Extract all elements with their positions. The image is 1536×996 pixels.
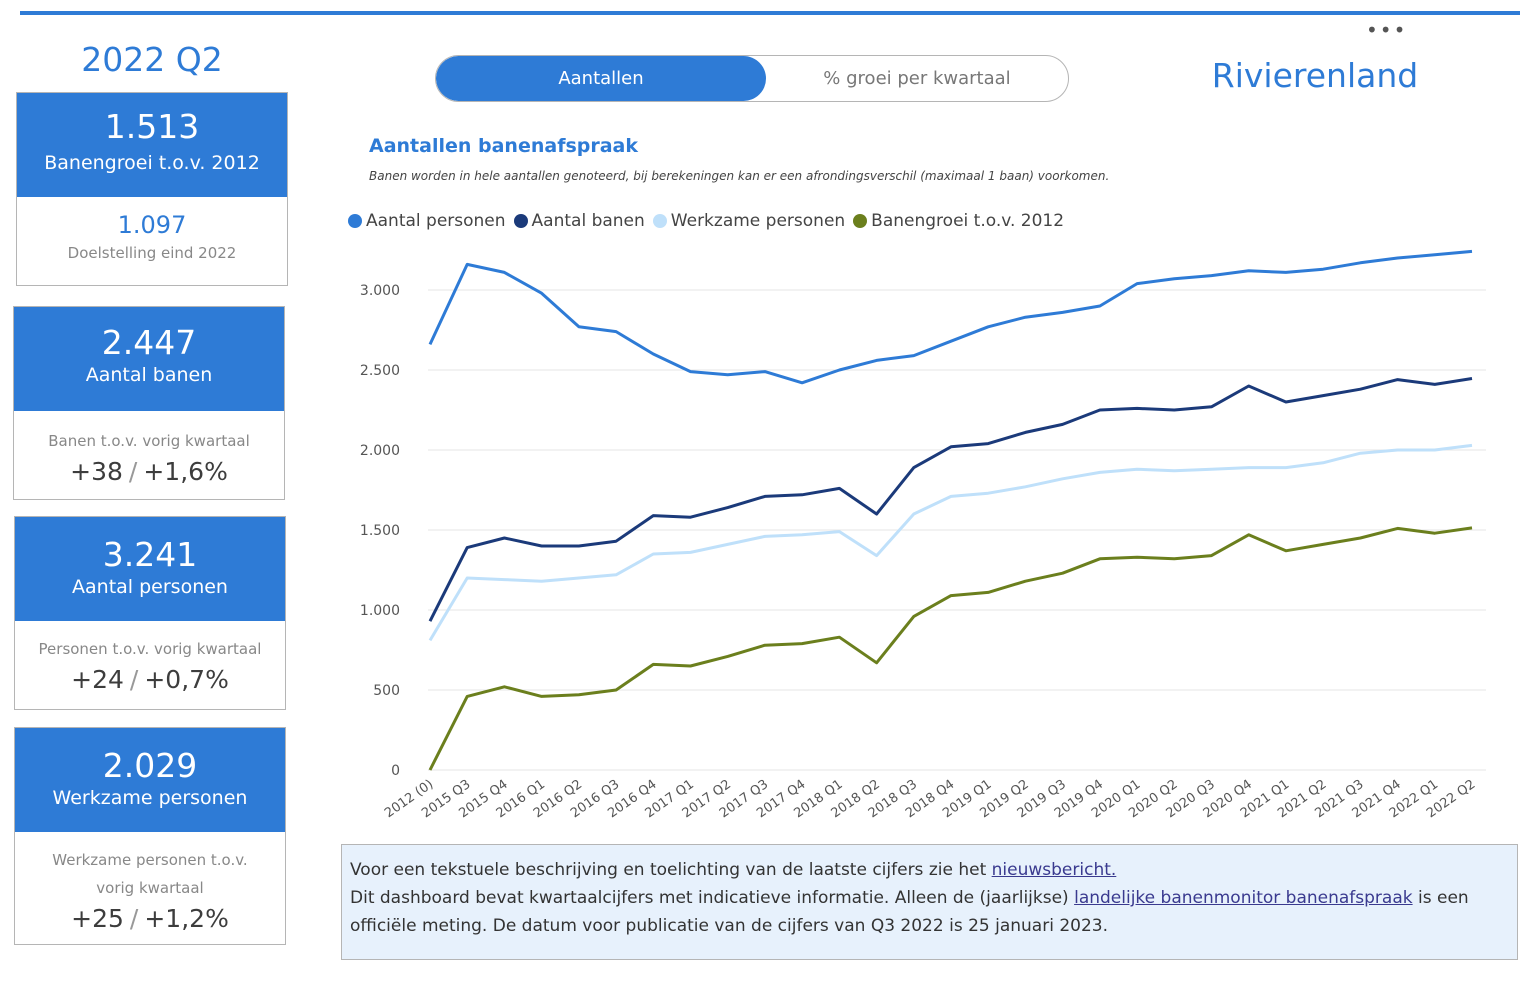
kpi-header: 3.241 Aantal personen (15, 517, 285, 621)
series-line-0[interactable] (428, 249, 1473, 385)
legend-item-werkzame-personen[interactable]: Werkzame personen (652, 211, 846, 231)
legend-item-aantal-banen[interactable]: Aantal banen (513, 211, 645, 231)
kpi-label: Aantal banen (85, 364, 213, 386)
delta-values: +38/+1,6% (14, 457, 284, 486)
series-line-1[interactable] (428, 377, 1473, 622)
legend-label: Aantal banen (531, 211, 645, 231)
delta-absolute: +24 (71, 665, 124, 694)
legend-dot (853, 214, 868, 228)
kpi-value: 1.513 (104, 107, 200, 146)
period-title: 2022 Q2 (81, 40, 223, 79)
delta-values: +25/+1,2% (35, 904, 265, 933)
legend-dot (348, 214, 362, 228)
toggle-aantallen[interactable]: Aantallen (436, 56, 766, 101)
delta-separator: / (129, 665, 139, 694)
info-text: Dit dashboard bevat kwartaalcijfers met … (350, 888, 1075, 908)
legend-dot (513, 214, 528, 228)
kpi-label: Aantal personen (72, 576, 228, 598)
delta-separator: / (129, 904, 139, 933)
series-line-2[interactable] (428, 443, 1473, 642)
kpi-card-werkzame-personen: 2.029 Werkzame personen Werkzame persone… (14, 727, 286, 945)
kpi-value: 2.447 (101, 323, 197, 362)
delta-separator: / (128, 457, 138, 486)
target-value: 1.097 (117, 211, 187, 239)
info-text: is een officiële meting. De datum voor p… (350, 888, 1469, 936)
y-tick-label: 2.500 (360, 363, 400, 379)
delta-percent: +1,2% (144, 904, 229, 933)
legend-dot (652, 214, 667, 228)
kpi-value: 3.241 (102, 535, 198, 574)
legend-label: Banengroei t.o.v. 2012 (871, 211, 1065, 231)
info-text: Voor een tekstuele beschrijving en toeli… (350, 860, 992, 880)
kpi-card-aantal-banen: 2.447 Aantal banen Banen t.o.v. vorig kw… (13, 306, 285, 500)
series-line-3[interactable] (428, 526, 1473, 771)
legend-label: Aantal personen (366, 211, 506, 231)
info-line-2: Dit dashboard bevat kwartaalcijfers met … (350, 884, 1509, 940)
target-label: Doelstelling eind 2022 (67, 244, 237, 262)
more-options-icon[interactable]: ••• (1366, 18, 1408, 42)
delta-absolute: +25 (71, 904, 124, 933)
y-tick-label: 1.000 (360, 603, 400, 619)
delta-label: Banen t.o.v. vorig kwartaal (48, 432, 250, 450)
delta-label: Werkzame personen t.o.v. vorig kwartaal (52, 851, 248, 897)
y-tick-label: 500 (373, 683, 400, 699)
y-tick-label: 1.500 (360, 523, 400, 539)
kpi-delta-block: Personen t.o.v. vorig kwartaal +24/+0,7% (15, 621, 285, 694)
delta-percent: +0,7% (144, 665, 229, 694)
legend-item-banengroei[interactable]: Banengroei t.o.v. 2012 (853, 211, 1064, 231)
delta-percent: +1,6% (143, 457, 228, 486)
kpi-target: 1.097 Doelstelling eind 2022 (17, 197, 287, 267)
kpi-card-aantal-personen: 3.241 Aantal personen Personen t.o.v. vo… (14, 516, 286, 710)
kpi-delta-block: Banen t.o.v. vorig kwartaal +38/+1,6% (14, 411, 284, 486)
kpi-label: Werkzame personen (52, 787, 248, 809)
legend-item-aantal-personen[interactable]: Aantal personen (348, 211, 506, 231)
kpi-card-banengroei: 1.513 Banengroei t.o.v. 2012 1.097 Doels… (16, 92, 288, 286)
kpi-delta-block: Werkzame personen t.o.v. vorig kwartaal … (15, 832, 285, 933)
chart-legend: Aantal personen Aantal banen Werkzame pe… (348, 211, 1072, 231)
y-tick-label: 2.000 (360, 443, 400, 459)
kpi-label: Banengroei t.o.v. 2012 (44, 152, 260, 174)
delta-absolute: +38 (70, 457, 123, 486)
info-box: Voor een tekstuele beschrijving en toeli… (341, 844, 1518, 960)
delta-label: Personen t.o.v. vorig kwartaal (38, 640, 262, 658)
y-tick-label: 3.000 (360, 283, 400, 299)
kpi-value: 2.029 (102, 746, 198, 785)
y-tick-label: 0 (391, 763, 400, 779)
kpi-header: 1.513 Banengroei t.o.v. 2012 (17, 93, 287, 197)
top-accent-rule (20, 11, 1520, 15)
toggle-groei-per-kwartaal[interactable]: % groei per kwartaal (823, 68, 1011, 89)
region-title: Rivierenland (1211, 56, 1419, 95)
banenmonitor-link[interactable]: landelijke banenmonitor banenafspraak (1074, 888, 1413, 908)
chart-title: Aantallen banenafspraak (369, 135, 639, 157)
legend-label: Werkzame personen (670, 211, 846, 231)
news-link[interactable]: nieuwsbericht. (991, 860, 1117, 880)
kpi-header: 2.447 Aantal banen (14, 307, 284, 411)
chart-subtitle: Banen worden in hele aantallen genoteerd… (369, 169, 1110, 183)
info-line-1: Voor een tekstuele beschrijving en toeli… (350, 856, 1509, 884)
delta-values: +24/+0,7% (15, 665, 285, 694)
kpi-header: 2.029 Werkzame personen (15, 728, 285, 832)
view-toggle: Aantallen % groei per kwartaal (435, 55, 1069, 102)
